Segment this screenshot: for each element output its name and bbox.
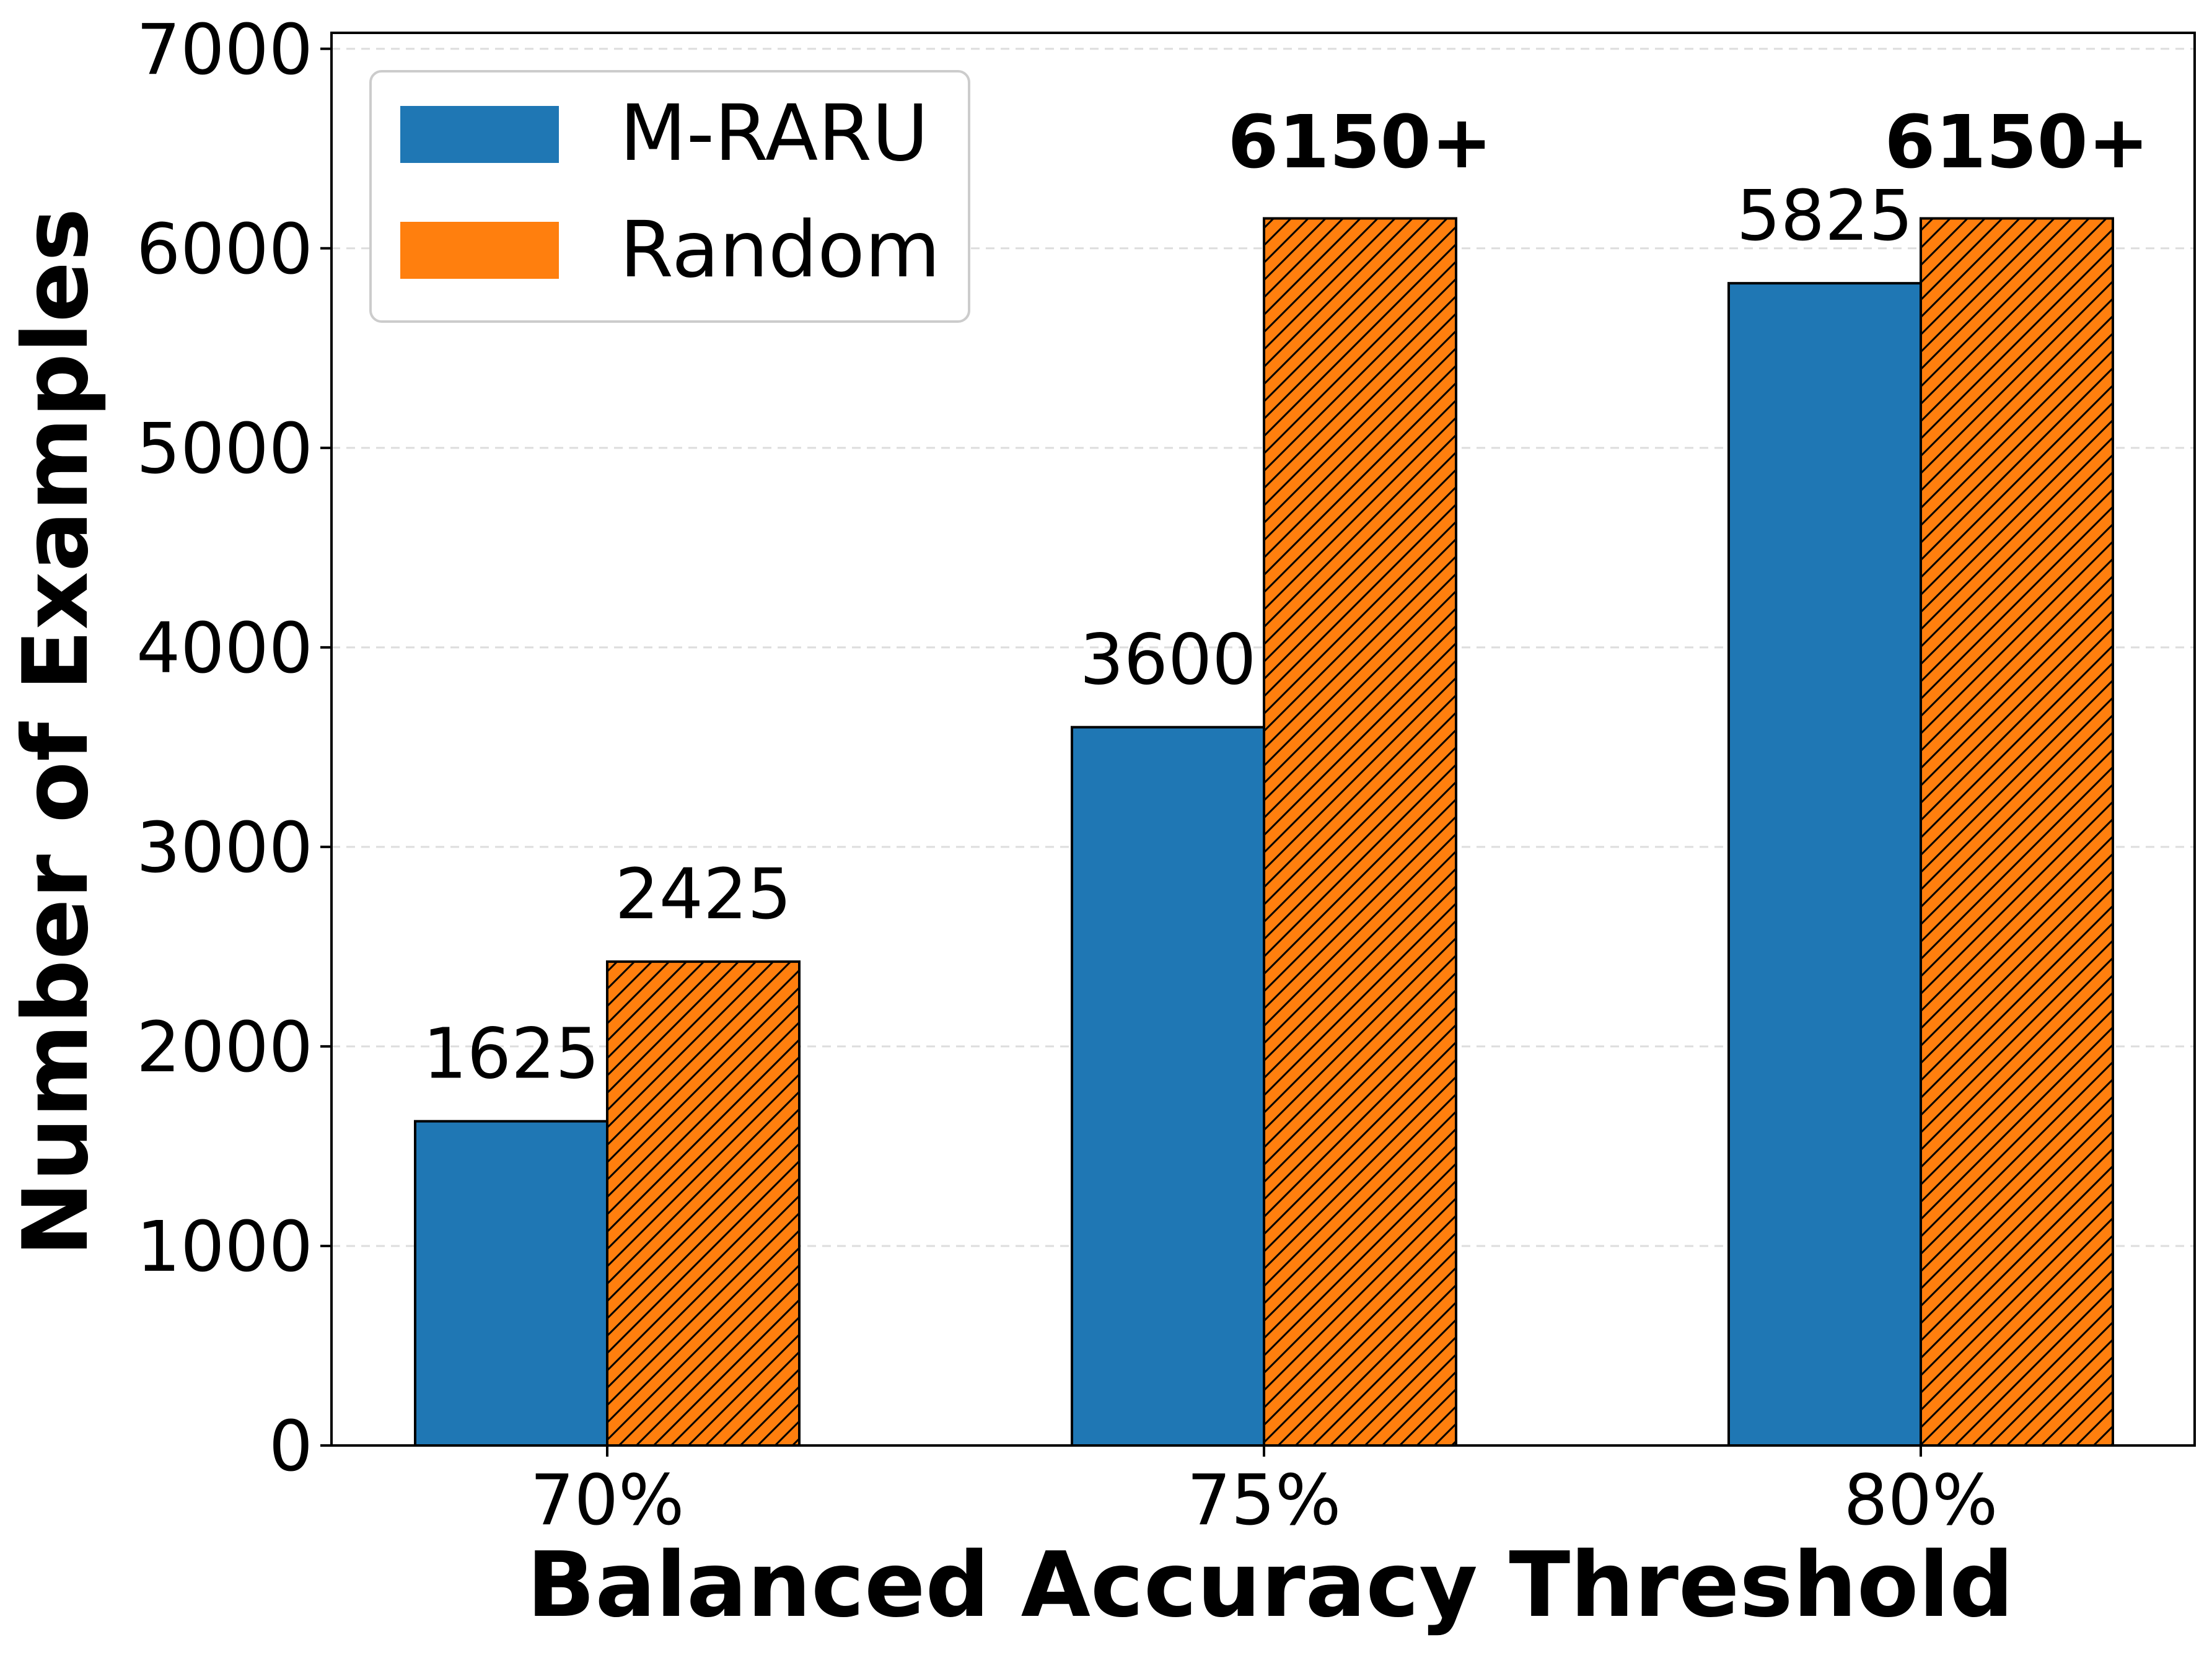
data-label-m-raru-2: 5825: [1736, 176, 1913, 257]
y-tick-label: 2000: [136, 1007, 313, 1088]
data-label-random-0: 2425: [615, 854, 791, 935]
legend-swatch-m-raru: [400, 106, 559, 163]
bar-random-2: [1920, 217, 2114, 1447]
x-tick-label: 70%: [530, 1460, 685, 1541]
y-tick-label: 6000: [136, 209, 313, 290]
legend-label-m-raru: M-RARU: [620, 89, 929, 178]
data-label-m-raru-1: 3600: [1079, 620, 1256, 701]
bar-m-raru-0: [414, 1120, 608, 1447]
y-tick-label: 5000: [136, 409, 313, 489]
bar-m-raru-2: [1727, 282, 1922, 1447]
bars: [414, 217, 2114, 1447]
legend-label-random: Random: [620, 205, 941, 295]
bar-random-0: [606, 960, 801, 1447]
x-tick-label: 75%: [1187, 1460, 1341, 1541]
axes: [320, 32, 2196, 1457]
legend: M-RARU Random: [369, 70, 970, 323]
y-axis-title: Number of Examples: [4, 208, 108, 1257]
y-tick-label: 1000: [136, 1207, 313, 1287]
x-axis-title: Balanced Accuracy Threshold: [527, 1533, 2014, 1638]
legend-swatch-random: [400, 222, 559, 279]
y-tick-label: 4000: [136, 608, 313, 689]
y-tick-label: 7000: [136, 10, 313, 90]
tick-labels: 0 1000 2000 3000 4000 5000 6000 7000 70% 75% 80%: [136, 10, 1998, 1541]
data-label-random-2: 6150+: [1884, 99, 2149, 185]
bar-m-raru-1: [1071, 726, 1265, 1447]
y-tick-label: 3000: [136, 808, 313, 888]
y-tick-label: 0: [269, 1406, 313, 1487]
bar-random-1: [1263, 217, 1457, 1447]
data-label-random-1: 6150+: [1227, 99, 1492, 185]
x-tick-label: 80%: [1844, 1460, 1998, 1541]
data-label-m-raru-0: 1625: [423, 1014, 599, 1095]
data-labels: 1625 3600 5825 2425 6150+ 6150+: [423, 99, 2149, 1095]
